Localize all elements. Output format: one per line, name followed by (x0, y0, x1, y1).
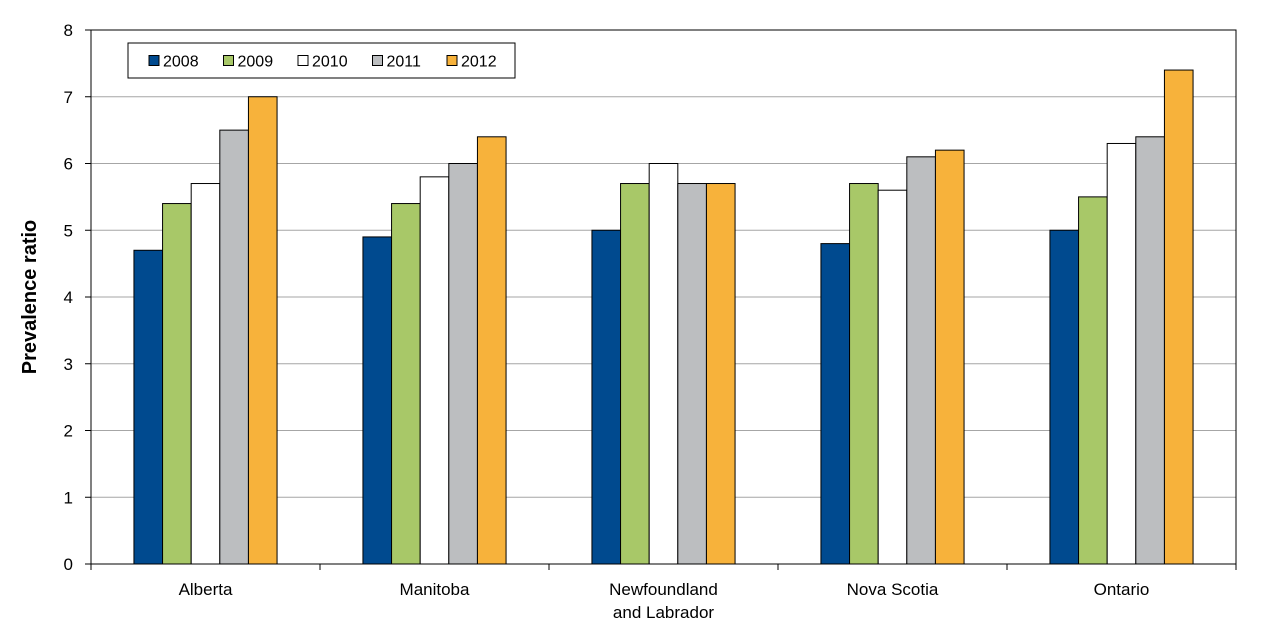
legend-swatch-2010 (297, 55, 309, 66)
bar-2009-1 (391, 203, 421, 565)
bar-2008-4 (1049, 229, 1080, 565)
bar-2012-1 (476, 136, 507, 565)
axes: 0 1 2 3 4 5 6 7 8 Alberta Manitoba Newfoundland and … (64, 21, 1237, 622)
y-tick-label: 4 (64, 288, 73, 307)
bar-2008-1 (362, 236, 393, 565)
bar-2011-3 (906, 156, 936, 565)
legend-label-2010: 2010 (312, 54, 348, 71)
legend: 2008 2009 2010 2011 2012 (127, 42, 516, 79)
y-tick-label: 6 (64, 155, 73, 174)
bar-2012-0 (247, 96, 278, 565)
bar-2010-0 (190, 183, 221, 565)
bar-2011-2 (677, 183, 707, 565)
bar-2012-2 (705, 183, 736, 565)
bar-2010-1 (419, 176, 450, 565)
bar-2008-0 (133, 249, 164, 565)
bar-2008-2 (591, 229, 622, 565)
y-tick-label: 8 (64, 21, 73, 40)
bar-2009-2 (620, 183, 650, 565)
x-category-label: Manitoba (400, 580, 470, 599)
y-axis-title: Prevalence ratio (19, 220, 41, 375)
y-tick-label: 0 (64, 555, 73, 574)
bar-2011-1 (448, 163, 478, 565)
bar-2012-4 (1163, 69, 1194, 565)
bar-2008-3 (820, 243, 851, 565)
legend-swatch-2011 (372, 55, 383, 66)
y-tick-label: 3 (64, 355, 73, 374)
y-tick-label: 2 (64, 422, 73, 441)
legend-swatch-2009 (223, 55, 234, 66)
bar-2009-0 (162, 203, 192, 565)
x-category-label: Ontario (1094, 580, 1150, 599)
y-tick-label: 7 (64, 88, 73, 107)
legend-label-2008: 2008 (163, 54, 199, 71)
y-tick-label: 5 (64, 221, 73, 240)
x-category-label: Alberta (179, 580, 233, 599)
x-category-label: and Labrador (613, 603, 714, 622)
y-tick-label: 1 (64, 488, 73, 507)
bar-2009-3 (849, 183, 879, 565)
legend-label-2012: 2012 (461, 54, 497, 71)
legend-label-2009: 2009 (238, 54, 274, 71)
bar-2012-3 (934, 149, 965, 565)
legend-swatch-2012 (446, 55, 458, 66)
legend-swatch-2008 (148, 55, 160, 66)
bar-2010-2 (648, 163, 679, 565)
x-category-label: Newfoundland (609, 580, 718, 599)
bar-2010-3 (877, 189, 908, 565)
bar-2010-4 (1106, 142, 1137, 565)
legend-label-2011: 2011 (387, 54, 422, 71)
bars (133, 69, 1194, 565)
x-category-label: Nova Scotia (847, 580, 939, 599)
bar-2011-4 (1135, 136, 1165, 565)
bar-2011-0 (219, 129, 249, 565)
bar-2009-4 (1078, 196, 1108, 565)
